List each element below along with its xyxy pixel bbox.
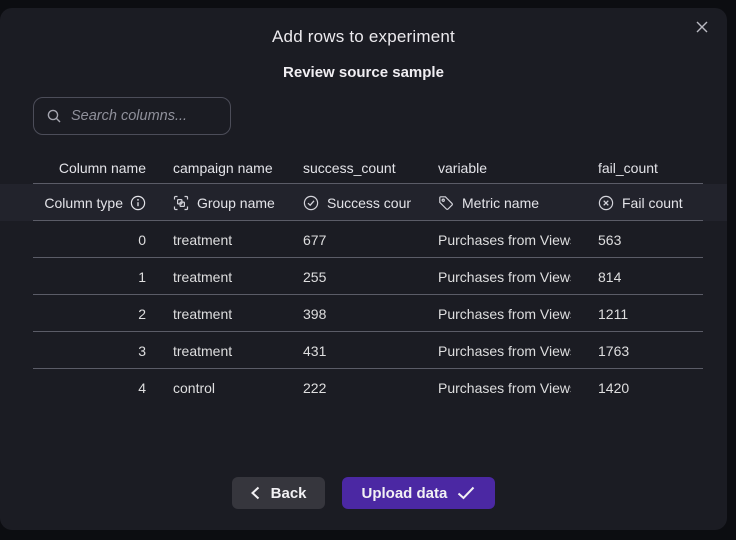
table-row: 1 treatment 255 Purchases from Views 814 [0, 258, 727, 295]
add-rows-modal: Add rows to experiment Review source sam… [0, 8, 727, 530]
search-input[interactable] [71, 108, 218, 124]
header-success-count: success_count [303, 159, 396, 176]
cell-index: 2 [138, 305, 146, 322]
modal-subtitle: Review source sample [283, 64, 444, 81]
header-fail-count: fail_count [598, 159, 658, 176]
cell-group: treatment [173, 231, 233, 248]
cell-metric: Purchases from Views [438, 268, 571, 285]
info-icon[interactable] [130, 195, 146, 211]
search-icon [46, 108, 62, 124]
table-row: 2 treatment 398 Purchases from Views 121… [0, 295, 727, 332]
cell-metric: Purchases from Views [438, 342, 571, 359]
check-icon [457, 486, 475, 500]
table-row: 0 treatment 677 Purchases from Views 563 [0, 221, 727, 258]
cell-fail: 1211 [598, 305, 629, 322]
cell-group: control [173, 379, 216, 396]
cell-fail: 1763 [598, 342, 630, 359]
header-column-name: Column name [58, 159, 146, 176]
group-icon [173, 195, 189, 211]
modal-title: Add rows to experiment [272, 27, 455, 46]
cell-success: 431 [303, 342, 327, 359]
cell-index: 4 [138, 379, 146, 396]
cell-index: 3 [138, 342, 146, 359]
cell-fail: 563 [598, 231, 622, 248]
cell-metric: Purchases from Views [438, 379, 571, 396]
source-sample-table: Column name campaign name success_count … [0, 151, 727, 406]
type-success-count[interactable]: Success count [276, 195, 411, 211]
cell-index: 1 [138, 268, 146, 285]
column-type-row: Column type Group name [0, 184, 727, 221]
cell-group: treatment [173, 342, 233, 359]
cell-success: 398 [303, 305, 327, 322]
chevron-left-icon [250, 486, 261, 500]
header-variable: variable [438, 159, 488, 176]
cell-metric: Purchases from Views [438, 305, 571, 322]
table-row: 3 treatment 431 Purchases from Views 176… [0, 332, 727, 369]
type-fail-count[interactable]: Fail count [571, 195, 727, 211]
cell-group: treatment [173, 268, 233, 285]
cell-fail: 1420 [598, 379, 630, 396]
cell-success: 677 [303, 231, 327, 248]
cell-metric: Purchases from Views [438, 231, 571, 248]
column-type-label: Column type [44, 194, 123, 211]
upload-data-button[interactable]: Upload data [341, 477, 496, 509]
table-header-row: Column name campaign name success_count … [0, 151, 727, 184]
cell-success: 222 [303, 379, 327, 396]
type-metric-name[interactable]: Metric name [411, 195, 571, 211]
success-circle-check-icon [303, 195, 319, 211]
back-button[interactable]: Back [231, 477, 325, 509]
search-box[interactable] [33, 97, 231, 135]
fail-circle-x-icon [598, 195, 614, 211]
cell-group: treatment [173, 305, 233, 322]
cell-index: 0 [138, 231, 146, 248]
footer-actions: Back Upload data [0, 477, 727, 509]
cell-success: 255 [303, 268, 327, 285]
tag-icon [438, 195, 454, 211]
type-group-name[interactable]: Group name [146, 195, 276, 211]
close-icon[interactable] [693, 18, 711, 36]
cell-fail: 814 [598, 268, 622, 285]
table-row: 4 control 222 Purchases from Views 1420 [0, 369, 727, 406]
header-campaign-name: campaign name [173, 159, 273, 176]
